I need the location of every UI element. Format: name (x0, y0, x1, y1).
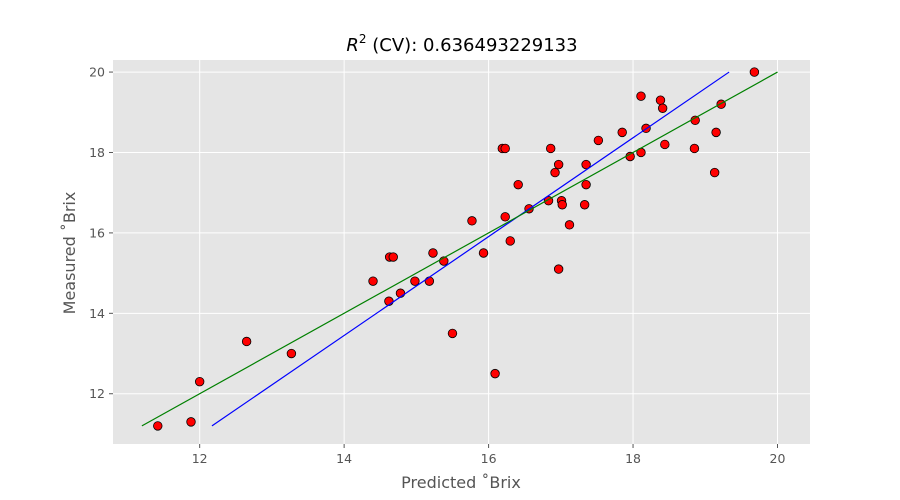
y-tick-label: 16 (89, 225, 105, 240)
data-point (368, 276, 378, 286)
data-point (388, 252, 398, 262)
y-axis-label: Measured ˚Brix (60, 192, 79, 315)
x-axis-label: Predicted ˚Brix (401, 473, 521, 492)
data-point (655, 95, 666, 105)
data-point (581, 159, 591, 170)
data-point (657, 103, 668, 113)
data-point (241, 336, 252, 347)
data-point (553, 264, 564, 274)
chart-title: R2 (CV): 0.636493229133 (346, 32, 577, 56)
data-point (428, 248, 438, 258)
y-tick-label: 18 (89, 145, 105, 160)
data-point (186, 417, 196, 427)
data-point (557, 200, 567, 210)
data-point (636, 91, 646, 101)
chart-title-suffix: (CV): 0.636493229133 (367, 35, 578, 56)
x-tick-label: 16 (481, 451, 497, 466)
x-tick-label: 18 (625, 451, 641, 466)
data-point (424, 276, 435, 286)
data-point (505, 236, 515, 246)
data-point (617, 127, 627, 138)
data-point (593, 135, 604, 146)
data-point (500, 143, 510, 154)
x-tick-label: 14 (336, 451, 352, 466)
plot-area (113, 60, 810, 444)
data-point (500, 212, 510, 222)
data-point (410, 276, 420, 286)
data-point (749, 67, 760, 77)
data-point (660, 139, 670, 150)
data-point (564, 220, 575, 230)
y-tick-label: 12 (89, 386, 105, 401)
data-point (286, 348, 297, 359)
data-point (546, 143, 556, 154)
data-point (579, 200, 590, 210)
data-point (689, 143, 700, 154)
x-tick-label: 12 (192, 451, 208, 466)
data-point (553, 159, 564, 170)
data-point (447, 328, 458, 339)
data-point (709, 167, 720, 178)
y-tick-label: 14 (89, 306, 105, 321)
data-point (467, 216, 477, 226)
data-point (581, 179, 591, 190)
data-point (513, 179, 523, 190)
data-point (194, 376, 205, 387)
data-point (711, 127, 721, 138)
data-point (478, 248, 489, 258)
chart-title-superscript: 2 (359, 32, 367, 46)
regression-line (211, 71, 730, 427)
x-tick-label: 20 (770, 451, 786, 466)
reference-line (141, 71, 778, 427)
data-point (550, 167, 560, 178)
data-point (153, 421, 163, 431)
chart-title-prefix: R (346, 35, 359, 56)
data-point (490, 368, 500, 379)
y-tick-label: 20 (89, 65, 105, 80)
